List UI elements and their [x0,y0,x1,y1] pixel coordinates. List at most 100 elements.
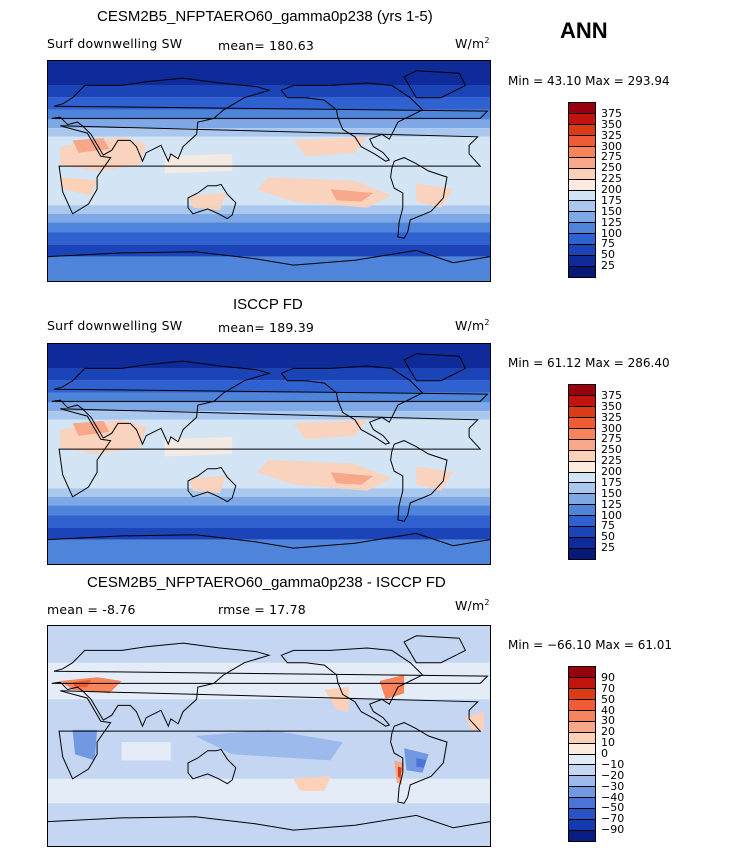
colorbar-tick-label: −90 [601,823,625,837]
colorbar-tick-label: 200 [601,465,622,478]
panel-2-map [47,343,491,565]
colorbar-swatch [569,731,595,743]
colorbar-swatch [569,211,595,223]
colorbar-swatch [569,178,595,190]
colorbar-tick-label: 375 [601,388,622,402]
panel-1-map [47,60,491,282]
panel-2-minmax: Min = 61.12 Max = 286.40 [508,356,670,370]
colorbar-swatch [569,786,595,798]
colorbar-tick-label: −10 [601,757,625,771]
colorbar-tick-label: 375 [601,106,622,120]
panel-1-minmax: Min = 43.10 Max = 293.94 [508,74,670,88]
colorbar-swatch [569,526,595,538]
colorbar-swatch [569,667,595,677]
colorbar-swatch [569,493,595,505]
panel-3-rmse: rmse = 17.78 [218,602,306,617]
colorbar-swatch [569,830,595,841]
colorbar-tick-label: 75 [601,519,615,533]
colorbar-tick-label: 70 [601,681,615,695]
panel-3-mean: mean = -8.76 [47,602,136,617]
colorbar-swatch [569,145,595,157]
colorbar-swatch [569,103,595,113]
colorbar-swatch [569,764,595,776]
colorbar-tick-label: 250 [601,443,622,457]
colorbar-swatch [569,709,595,721]
panel-2-units: W/m2 [455,318,490,334]
colorbar-swatch [569,405,595,417]
colorbar-tick-label: −50 [601,801,625,815]
colorbar-tick-label: 50 [601,530,615,544]
colorbar-swatch [569,471,595,483]
colorbar-swatch [569,460,595,472]
colorbar-tick-label: 50 [601,692,615,706]
colorbar-swatch [569,797,595,809]
colorbar-swatch [569,548,595,559]
colorbar-tick-label: −40 [601,790,625,804]
colorbar-swatch [569,427,595,439]
colorbar-tick-label: 25 [601,259,615,273]
panel-2-mean: mean= 189.39 [218,320,315,335]
panel-2-variable: Surf downwelling SW [47,318,183,333]
colorbar-swatch [569,416,595,428]
colorbar-swatch [569,720,595,732]
colorbar-swatch [569,537,595,549]
colorbar-swatch [569,808,595,820]
colorbar-tick-label: 175 [601,475,622,489]
panel-1-colorbar [568,102,596,278]
colorbar-tick-label: 225 [601,454,622,468]
panel-3-minmax: Min = −66.10 Max = 61.01 [508,638,673,652]
colorbar-tick-label: 30 [601,714,615,728]
colorbar-tick-label: 175 [601,193,622,207]
colorbar-swatch [569,266,595,277]
colorbar-swatch [569,687,595,699]
colorbar-swatch [569,775,595,787]
panel-2-colorbar [568,384,596,560]
colorbar-tick-label: 200 [601,183,622,196]
colorbar-swatch [569,438,595,450]
colorbar-swatch [569,244,595,256]
panel-3-title: CESM2B5_NFPTAERO60_gamma0p238 - ISCCP FD [87,574,446,591]
colorbar-tick-label: 25 [601,541,615,555]
colorbar-tick-label: 100 [601,226,622,240]
colorbar-tick-label: 90 [601,670,615,684]
colorbar-swatch [569,742,595,754]
colorbar-swatch [569,222,595,234]
colorbar-swatch [569,134,595,146]
colorbar-swatch [569,515,595,527]
colorbar-tick-label: 350 [601,399,622,413]
colorbar-tick-label: 0 [601,747,608,760]
colorbar-tick-label: −70 [601,812,625,826]
colorbar-swatch [569,167,595,179]
colorbar-tick-label: 150 [601,486,622,500]
colorbar-tick-label: 20 [601,725,615,739]
panel-1-mean: mean= 180.63 [218,38,315,53]
panel-3-units: W/m2 [455,598,490,614]
panel-1-title: CESM2B5_NFPTAERO60_gamma0p238 (yrs 1-5) [97,8,433,25]
colorbar-tick-label: 75 [601,237,615,251]
colorbar-tick-label: 325 [601,410,622,424]
colorbar-tick-label: 125 [601,215,622,229]
colorbar-swatch [569,233,595,245]
colorbar-tick-label: 100 [601,508,622,522]
colorbar-tick-label: 10 [601,736,615,750]
colorbar-swatch [569,385,595,395]
colorbar-swatch [569,504,595,516]
colorbar-swatch [569,156,595,168]
colorbar-tick-label: 275 [601,432,622,446]
colorbar-swatch [569,753,595,765]
colorbar-tick-label: 350 [601,117,622,131]
panel-2-title: ISCCP FD [233,296,303,313]
colorbar-swatch [569,819,595,831]
colorbar-tick-label: 150 [601,204,622,218]
colorbar-swatch [569,482,595,494]
colorbar-swatch [569,676,595,688]
panel-3-map [47,625,491,847]
colorbar-swatch [569,112,595,124]
colorbar-swatch [569,200,595,212]
season-label: ANN [560,18,608,43]
colorbar-tick-label: 300 [601,421,622,435]
colorbar-tick-label: 125 [601,497,622,511]
colorbar-tick-label: −20 [601,768,625,782]
colorbar-tick-label: 275 [601,150,622,164]
colorbar-tick-label: 250 [601,161,622,175]
